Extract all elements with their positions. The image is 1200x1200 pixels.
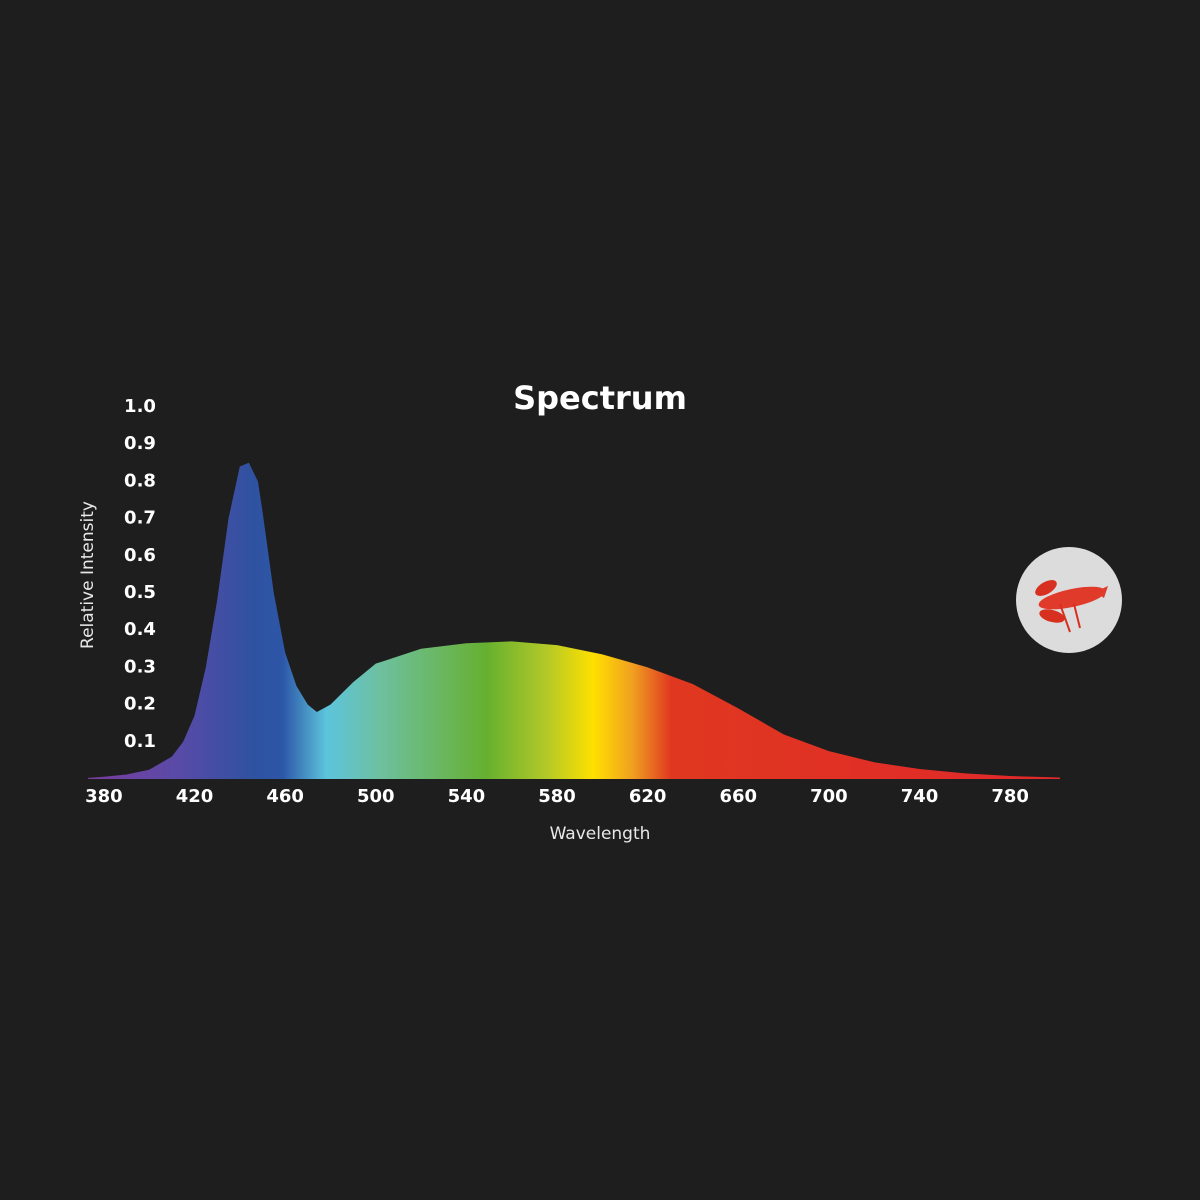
y-axis-label: Relative Intensity [78,501,98,649]
y-tick-label: 0.7 [124,508,156,529]
y-tick-label: 0.2 [124,694,156,715]
icon-badge [1016,547,1122,653]
x-tick-label: 380 [85,786,123,807]
x-tick-label: 700 [810,786,848,807]
x-tick-label: 580 [538,786,576,807]
x-tick-label: 460 [266,786,304,807]
y-tick-label: 0.3 [124,656,156,677]
x-tick-label: 620 [629,786,667,807]
x-tick-label: 660 [719,786,757,807]
y-tick-label: 0.6 [124,545,156,566]
x-tick-label: 740 [901,786,939,807]
y-tick-label: 0.5 [124,582,156,603]
x-tick-label: 780 [991,786,1029,807]
x-tick-label: 500 [357,786,395,807]
x-tick-label: 420 [176,786,214,807]
y-tick-label: 1.0 [124,396,156,417]
chart-title: Spectrum [513,379,687,417]
y-tick-label: 0.4 [124,619,156,640]
x-tick-label: 540 [448,786,486,807]
y-tick-label: 0.8 [124,470,156,491]
x-axis-label: Wavelength [550,824,651,844]
y-tick-label: 0.1 [124,731,156,752]
y-tick-label: 0.9 [124,433,156,454]
spectrum-area [88,462,1060,779]
